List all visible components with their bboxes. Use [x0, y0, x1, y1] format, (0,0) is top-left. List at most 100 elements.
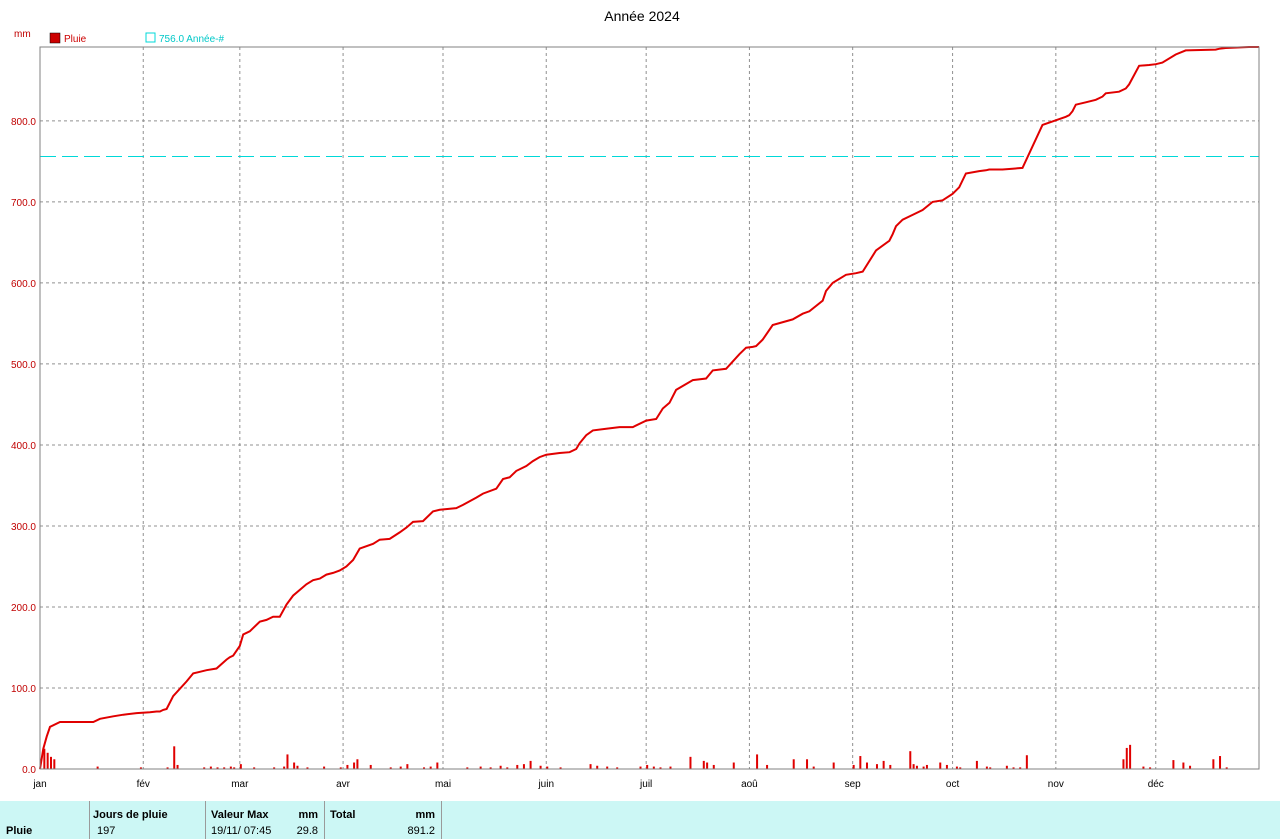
daily-rain-bar [516, 764, 519, 769]
daily-rain-bar [239, 764, 242, 769]
legend-reference-label: 756.0 Année-# [159, 34, 224, 45]
x-tick-label: sep [845, 779, 862, 790]
daily-rain-bar [253, 767, 256, 769]
daily-rain-bar [466, 767, 469, 769]
daily-rain-bar [399, 766, 402, 769]
daily-rain-bar [229, 766, 232, 769]
daily-rain-bar [389, 767, 392, 769]
x-tick-label: aoû [741, 779, 758, 790]
grid [40, 47, 1259, 769]
daily-rain-bar [346, 764, 349, 769]
daily-rain-bar [909, 751, 912, 769]
daily-rain-bar [589, 764, 592, 769]
daily-rain-bar [712, 764, 715, 769]
daily-rain-bar [646, 764, 649, 769]
x-tick-label: mar [231, 779, 249, 790]
daily-rain-bar [1125, 747, 1128, 769]
daily-rain-bar [756, 754, 759, 769]
daily-rain-bar [539, 765, 542, 769]
daily-rain-bar [283, 766, 286, 769]
daily-rain-bar [659, 767, 662, 769]
daily-rain-bar [596, 765, 599, 769]
summary-footer: Pluie Jours de pluie 197 Valeur Max mm 1… [0, 801, 1280, 839]
y-tick-label: 300.0 [11, 522, 36, 533]
footer-total-cell: Total mm 891.2 [324, 801, 442, 839]
total-value: 891.2 [407, 825, 435, 837]
daily-rain-bar [306, 767, 309, 769]
daily-rain-bar [203, 767, 206, 769]
max-value-date: 19/11/ 07:45 [211, 825, 272, 837]
y-axis-ticks: 0.0 100.0 200.0 300.0 400.0 500.0 600.0 700.0 80… [11, 117, 36, 776]
daily-rain-bar [865, 762, 868, 769]
daily-rain-bar [356, 759, 359, 769]
daily-rain-bar [975, 760, 978, 769]
daily-rain-bar [489, 767, 492, 769]
daily-rain-bar [546, 766, 549, 769]
daily-rain-bar [939, 762, 942, 769]
daily-rain-bar [436, 762, 439, 769]
daily-rain-bar [506, 767, 509, 769]
daily-rain-bar [559, 767, 562, 769]
daily-rain-bar [1149, 767, 1152, 769]
max-value-unit: mm [298, 809, 318, 821]
legend-reference-swatch [145, 32, 156, 43]
daily-rain-bar [499, 765, 502, 769]
daily-rain-bar [606, 766, 609, 769]
daily-rain-bar [882, 760, 885, 769]
daily-rain-bar [223, 767, 226, 769]
daily-rain-bar [1212, 759, 1215, 769]
y-axis-unit: mm [14, 29, 31, 40]
x-tick-label: avr [336, 779, 351, 790]
footer-rain-days-cell: Jours de pluie 197 [89, 801, 206, 839]
daily-rain-bar [689, 756, 692, 769]
daily-rain-bar [1172, 760, 1175, 769]
daily-rain-bar [959, 767, 962, 769]
daily-rain-bar [529, 760, 532, 769]
daily-rain-bar [166, 767, 169, 769]
daily-rain-bar [353, 762, 356, 769]
daily-rain-bar [1122, 759, 1125, 769]
daily-rain-bar [702, 760, 705, 769]
daily-rain-bar [273, 767, 276, 769]
daily-rain-bar [1129, 744, 1132, 769]
x-tick-label: oct [946, 779, 960, 790]
daily-rain-bar [1025, 755, 1028, 769]
y-tick-label: 500.0 [11, 360, 36, 371]
daily-rain-bar [915, 765, 918, 769]
legend-rain-swatch [49, 32, 61, 44]
daily-rain-bar [989, 767, 992, 769]
y-tick-label: 100.0 [11, 684, 36, 695]
y-tick-label: 600.0 [11, 279, 36, 290]
daily-rain-bar [176, 764, 179, 769]
daily-rain-bar [43, 748, 46, 769]
daily-rain-bar [652, 766, 655, 769]
x-tick-label: nov [1048, 779, 1064, 790]
total-unit: mm [415, 809, 435, 821]
daily-rain-bar [792, 759, 795, 769]
max-value-header: Valeur Max [211, 809, 269, 821]
daily-rain-bar [209, 766, 212, 769]
daily-rain-bar [955, 766, 958, 769]
x-axis-ticks: jan fév mar avr mai juin juil aoû sep oct nov déc [32, 779, 1163, 790]
daily-rain-bar [216, 767, 219, 769]
footer-row-label-cell: Pluie [0, 801, 90, 839]
chart-title: Année 2024 [604, 8, 680, 24]
daily-rain-bar [985, 766, 988, 769]
daily-rain-bar [369, 764, 372, 769]
daily-rain-bar [96, 766, 99, 769]
plot-frame [39, 46, 1260, 770]
daily-rain-bar [732, 762, 735, 769]
daily-rain-bar [46, 752, 49, 769]
daily-rain-bar [139, 767, 142, 769]
x-tick-label: déc [1148, 779, 1164, 790]
y-tick-label: 0.0 [22, 765, 36, 776]
daily-rain-bar [1005, 765, 1008, 769]
daily-rain-bar [293, 762, 296, 769]
daily-rain-bar [522, 764, 525, 769]
daily-rain-bar [479, 766, 482, 769]
rain-days-header: Jours de pluie [93, 809, 168, 821]
daily-rain-bar [832, 762, 835, 769]
daily-rain-bar [1012, 767, 1015, 769]
daily-rain-bar [406, 764, 409, 769]
footer-row-label: Pluie [6, 825, 33, 837]
